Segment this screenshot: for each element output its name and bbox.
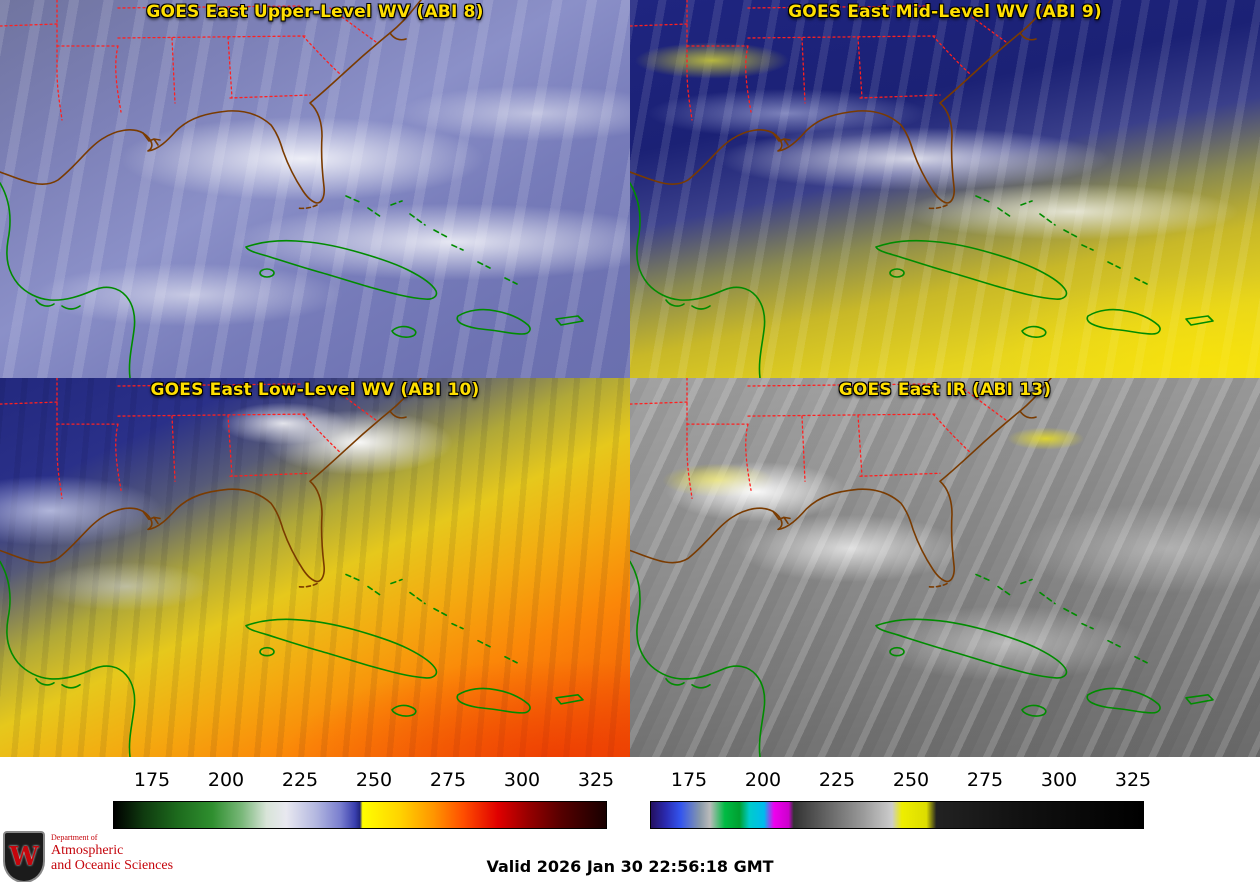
panel-title-abi9: GOES East Mid-Level WV (ABI 9) — [788, 2, 1102, 22]
map-overlay — [630, 0, 1214, 378]
tick-label: 225 — [818, 769, 856, 791]
map-overlay — [630, 378, 1214, 757]
colorbar-ir-gradient — [650, 801, 1144, 829]
abi13-imagery — [630, 378, 1260, 757]
tick-label: 200 — [207, 769, 245, 791]
uw-aos-logo: W Department of Atmospheric and Oceanic … — [3, 831, 173, 882]
logo-line-2: and Oceanic Sciences — [51, 858, 174, 874]
colorbar-ir: 175 200 225 250 275 300 325 — [650, 757, 1151, 829]
map-overlay — [0, 0, 584, 378]
abi8-imagery — [0, 0, 630, 378]
panel-title-abi10: GOES East Low-Level WV (ABI 10) — [150, 380, 480, 400]
tick-label: 175 — [670, 769, 708, 791]
tick-label: 300 — [503, 769, 541, 791]
uw-monogram: W — [9, 842, 39, 872]
logo-line-1: Atmospheric — [51, 842, 124, 858]
panel-upper-level-wv: GOES East Upper-Level WV (ABI 8) — [0, 0, 630, 378]
panel-title-abi8: GOES East Upper-Level WV (ABI 8) — [146, 2, 484, 22]
tick-label: 250 — [355, 769, 393, 791]
satellite-grid: GOES East Upper-Level WV (ABI 8) GOES Ea… — [0, 0, 1260, 757]
tick-label: 225 — [281, 769, 319, 791]
abi10-imagery — [0, 378, 630, 757]
panel-low-level-wv: GOES East Low-Level WV (ABI 10) — [0, 378, 630, 757]
tick-label: 300 — [1040, 769, 1078, 791]
colorbar-wv-ticks: 175 200 225 250 275 300 325 — [113, 769, 614, 793]
panel-mid-level-wv: GOES East Mid-Level WV (ABI 9) — [630, 0, 1260, 378]
colorbar-wv: 175 200 225 250 275 300 325 — [113, 757, 614, 829]
tick-label: 325 — [577, 769, 615, 791]
tick-label: 200 — [744, 769, 782, 791]
panel-ir: GOES East IR (ABI 13) — [630, 378, 1260, 757]
uw-crest-icon: W — [3, 831, 45, 882]
tick-label: 275 — [966, 769, 1004, 791]
logo-text: Department of Atmospheric and Oceanic Sc… — [51, 831, 173, 874]
logo-dept-line: Department of — [51, 833, 98, 842]
tick-label: 175 — [133, 769, 171, 791]
abi9-imagery — [630, 0, 1260, 378]
colorbar-wv-gradient — [113, 801, 607, 829]
valid-time: Valid 2026 Jan 30 22:56:18 GMT — [486, 857, 774, 876]
colorbar-ir-ticks: 175 200 225 250 275 300 325 — [650, 769, 1151, 793]
map-overlay — [0, 378, 584, 757]
tick-label: 325 — [1114, 769, 1152, 791]
panel-title-abi13: GOES East IR (ABI 13) — [838, 380, 1052, 400]
tick-label: 275 — [429, 769, 467, 791]
tick-label: 250 — [892, 769, 930, 791]
